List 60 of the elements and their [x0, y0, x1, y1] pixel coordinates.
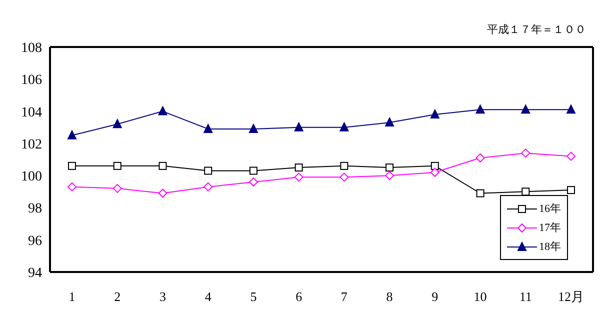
- point: [521, 104, 530, 114]
- point: [521, 148, 530, 158]
- legend-label: 18年: [539, 240, 561, 254]
- y-tick-label: 106: [21, 73, 42, 88]
- point: [204, 166, 212, 175]
- y-tick-label: 94: [28, 266, 42, 281]
- x-tick-label: 10: [474, 289, 487, 304]
- x-tick-label: 2: [114, 289, 121, 304]
- x-tick-label: 6: [296, 289, 303, 304]
- point: [386, 164, 394, 172]
- point: [385, 118, 394, 127]
- point: [476, 189, 484, 198]
- x-tick-label: 12月: [558, 289, 584, 304]
- legend-label: 17年: [539, 221, 561, 235]
- point: [204, 124, 213, 133]
- x-tick-label: 7: [340, 289, 348, 304]
- point: [68, 130, 76, 140]
- point: [68, 182, 76, 192]
- x-tick-label: 3: [159, 289, 166, 304]
- point: [340, 172, 349, 182]
- point: [566, 152, 576, 161]
- point: [476, 104, 485, 114]
- point: [158, 106, 168, 116]
- point: [248, 124, 258, 133]
- x-tick-label: 8: [386, 289, 393, 304]
- point: [68, 162, 76, 170]
- point: [430, 162, 439, 170]
- point: [294, 172, 304, 182]
- legend-label: 16年: [539, 202, 561, 216]
- x-tick-label: 5: [250, 289, 257, 304]
- point: [294, 122, 304, 132]
- point: [113, 162, 122, 170]
- text: 平成１７年＝１００: [487, 22, 586, 37]
- y-tick-label: 108: [21, 40, 42, 56]
- point: [566, 104, 576, 114]
- point: [112, 119, 122, 128]
- point: [476, 153, 485, 162]
- y-tick-label: 104: [21, 105, 42, 120]
- point: [522, 188, 530, 196]
- y-tick-label: 102: [21, 137, 42, 152]
- point: [249, 166, 258, 175]
- point: [340, 122, 349, 132]
- point: [204, 182, 213, 192]
- x-tick-label: 11: [519, 289, 532, 304]
- y-tick-label: 100: [21, 170, 42, 185]
- point: [430, 110, 440, 118]
- x-tick-label: 9: [432, 289, 438, 304]
- y-tick-label: 98: [28, 202, 42, 217]
- point: [385, 171, 394, 180]
- point: [294, 164, 303, 172]
- y-tick-label: 96: [28, 234, 42, 249]
- point: [248, 178, 258, 186]
- point: [158, 188, 168, 198]
- point: [158, 162, 167, 170]
- point: [340, 162, 348, 170]
- point: [567, 186, 575, 194]
- x-tick-label: 4: [204, 289, 212, 304]
- point: [112, 184, 122, 193]
- point: [430, 168, 440, 177]
- x-tick-label: 1: [68, 289, 76, 304]
